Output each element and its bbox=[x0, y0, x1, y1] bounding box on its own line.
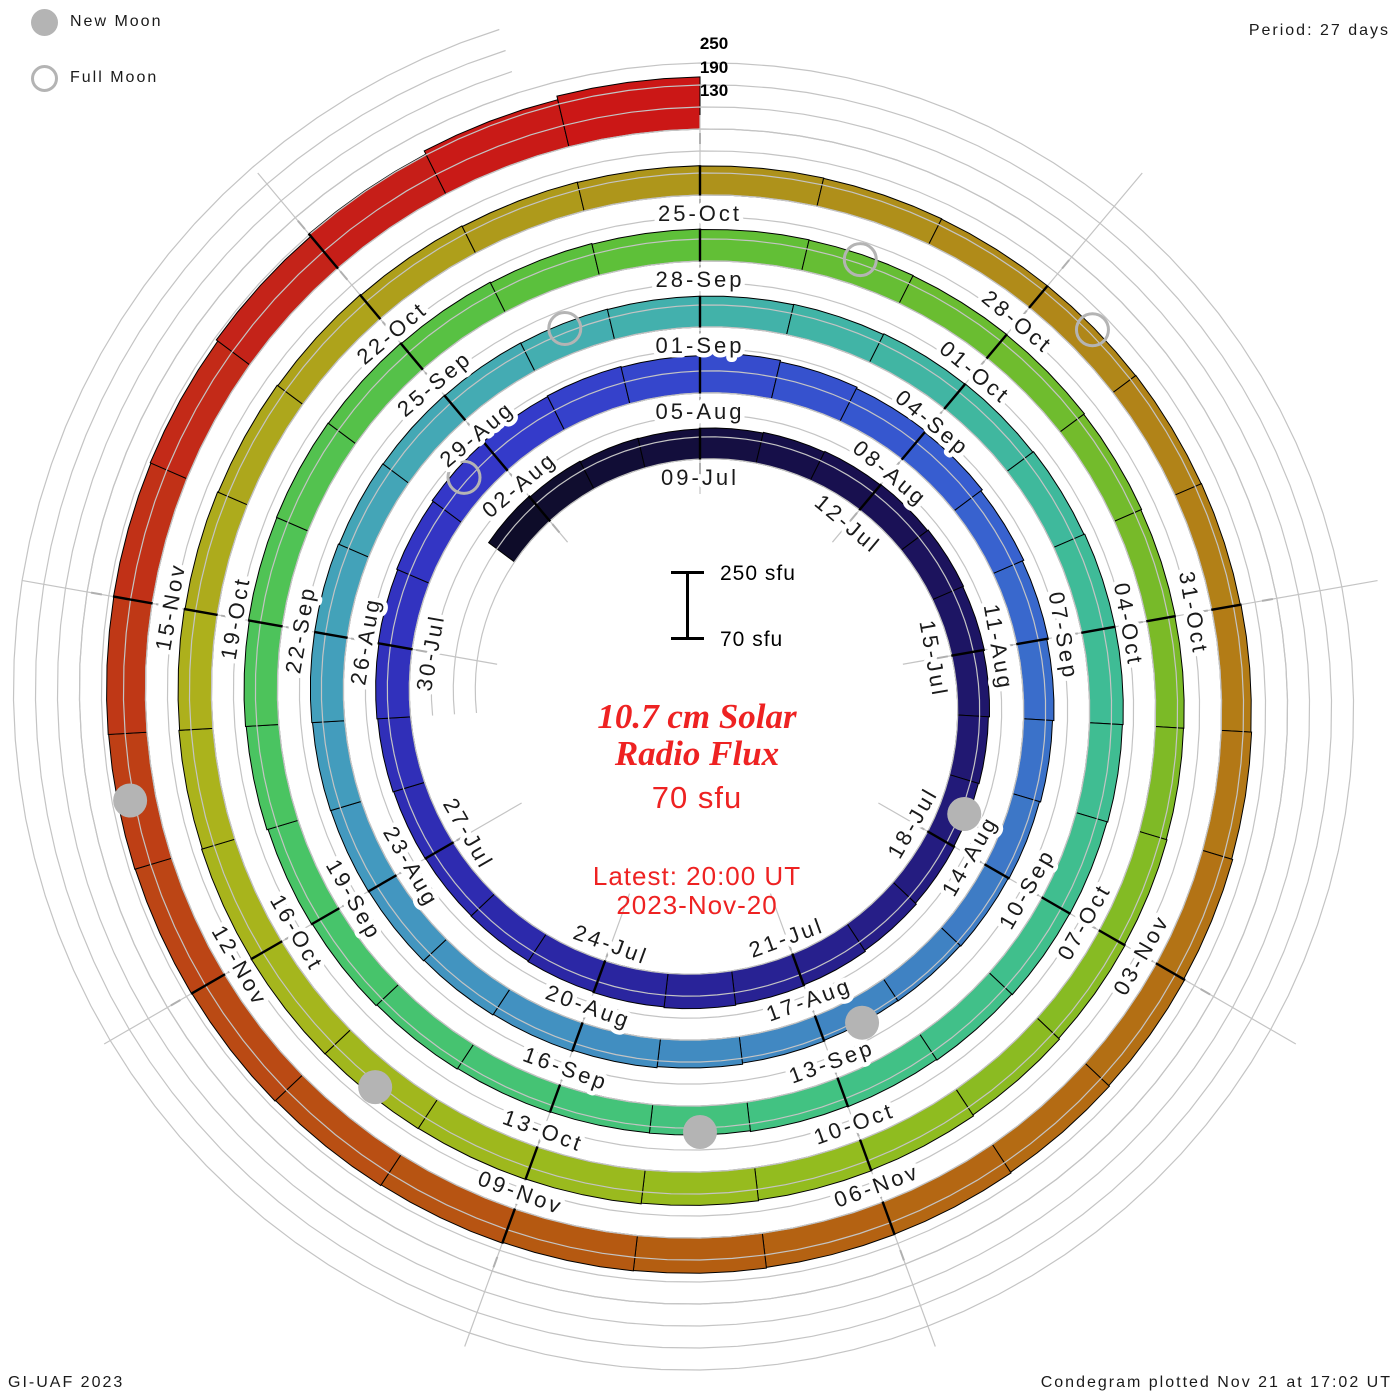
date-label-09-Jul: 09-Jul bbox=[661, 465, 739, 490]
scale-bar-line bbox=[686, 572, 689, 639]
scale-bar-top-cap bbox=[671, 571, 704, 574]
flux-gridline-190 bbox=[34, 49, 1333, 1349]
full-moon-marker bbox=[842, 242, 878, 278]
date-label-25-Oct: 25-Oct bbox=[658, 201, 742, 226]
flux-gridline-250 bbox=[12, 28, 1355, 1371]
date-label-05-Aug: 05-Aug bbox=[656, 399, 745, 424]
period-label: Period: 27 days bbox=[1248, 22, 1390, 39]
plotted-label: Condegram plotted Nov 21 at 17:02 UT bbox=[1040, 1374, 1392, 1391]
baseline-flux-value: 70 sfu bbox=[651, 780, 743, 815]
new-moon-label: New Moon bbox=[70, 13, 163, 30]
new-moon-marker bbox=[358, 1070, 393, 1105]
date-label-01-Sep: 01-Sep bbox=[656, 333, 745, 358]
date-label-28-Sep: 28-Sep bbox=[656, 267, 745, 292]
new-moon-icon bbox=[31, 9, 58, 36]
new-moon-marker bbox=[947, 796, 982, 831]
full-moon-marker bbox=[1074, 312, 1110, 348]
full-moon-icon bbox=[31, 65, 58, 92]
chart-title-block: 10.7 cm Solar Radio Flux 70 sfu Latest: … bbox=[387, 698, 1007, 920]
scale-bar-top-label: 250 sfu bbox=[720, 562, 796, 585]
scale-bar-bottom-label: 70 sfu bbox=[720, 628, 784, 651]
radial-scale-130: 130 bbox=[699, 81, 729, 100]
chart-title-line1: 10.7 cm Solar bbox=[597, 697, 797, 736]
new-moon-marker bbox=[845, 1005, 880, 1040]
full-moon-marker bbox=[446, 459, 482, 495]
flux-gridline-130 bbox=[56, 71, 1311, 1327]
chart-title-line2: Radio Flux bbox=[614, 734, 780, 773]
scale-bar-bottom-cap bbox=[671, 637, 704, 640]
full-moon-marker bbox=[547, 311, 583, 347]
credit-label: GI-UAF 2023 bbox=[8, 1374, 125, 1391]
new-moon-marker bbox=[113, 783, 148, 818]
full-moon-label: Full Moon bbox=[70, 69, 159, 86]
new-moon-marker bbox=[683, 1115, 717, 1149]
radial-scale-190: 190 bbox=[699, 58, 729, 77]
radial-scale-250: 250 bbox=[699, 34, 729, 53]
latest-time: Latest: 20:00 UT bbox=[592, 861, 802, 891]
latest-date: 2023-Nov-20 bbox=[616, 890, 778, 920]
